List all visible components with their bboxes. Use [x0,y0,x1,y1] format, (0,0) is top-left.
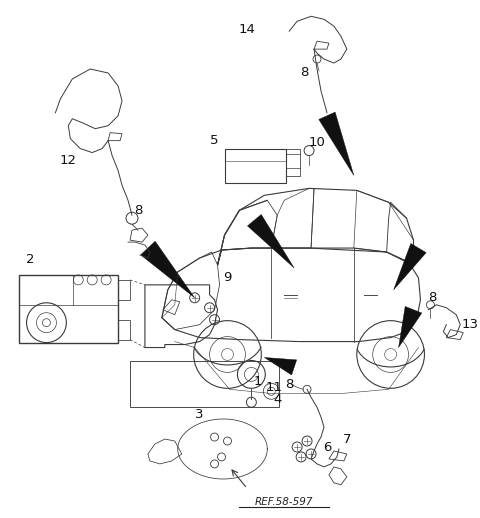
Polygon shape [264,357,297,375]
Polygon shape [248,214,294,268]
Bar [286,149,300,177]
Bar [19,275,118,342]
Polygon shape [394,243,426,290]
Polygon shape [398,307,422,348]
Polygon shape [319,112,354,176]
Text: 13: 13 [462,318,479,331]
Text: 14: 14 [239,23,256,36]
Text: 9: 9 [223,271,232,284]
Text: 6: 6 [323,440,331,453]
Text: 5: 5 [210,134,219,147]
Text: 8: 8 [134,204,142,217]
Text: 10: 10 [309,136,325,149]
Text: 8: 8 [428,291,437,304]
Text: 4: 4 [273,393,281,406]
Text: 11: 11 [266,381,283,394]
Bar [225,149,286,183]
Text: 8: 8 [285,378,293,391]
Polygon shape [141,241,195,298]
Text: 12: 12 [60,154,77,167]
Text: 7: 7 [343,433,351,445]
Text: REF.58-597: REF.58-597 [255,497,313,507]
Text: 1: 1 [253,375,262,388]
Text: 8: 8 [300,66,308,79]
Text: 3: 3 [195,408,204,421]
Text: 2: 2 [26,253,35,266]
